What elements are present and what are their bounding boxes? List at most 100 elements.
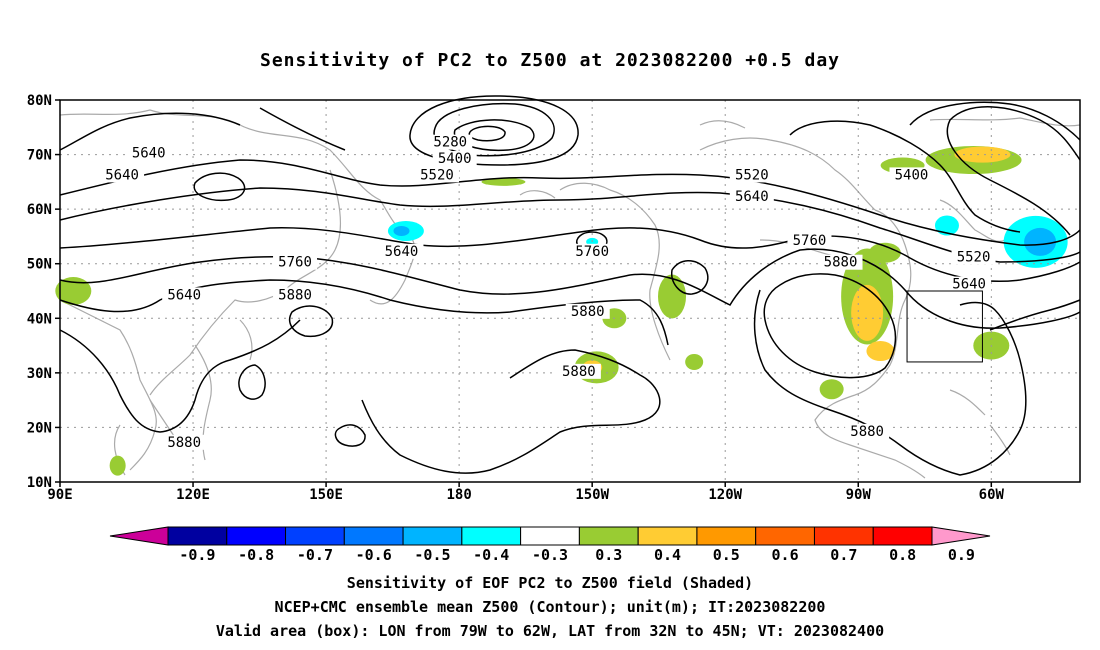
contour-label: 5880	[824, 255, 858, 271]
contour-labels: 5280540055205640564056405640576058805760…	[100, 134, 996, 451]
sensitivity-patch	[866, 341, 895, 362]
lon-tick-label: 150E	[309, 487, 343, 503]
contour-label: 5520	[420, 167, 454, 183]
lon-tick-label: 60W	[979, 487, 1005, 503]
colorbar-segment	[813, 526, 874, 546]
sensitivity-patch	[851, 284, 884, 341]
contour-label: 5760	[278, 255, 312, 271]
colorbar-tick-label: 0.7	[830, 546, 857, 564]
sensitivity-patch	[934, 215, 959, 236]
colorbar-segment	[520, 526, 580, 546]
contour-label: 5640	[385, 244, 419, 260]
contour-label: 5400	[438, 151, 472, 167]
contour-label-bg	[100, 167, 145, 183]
lat-tick-label: 50N	[27, 257, 52, 273]
contour-label: 5640	[952, 277, 986, 293]
colorbar-tick-label: -0.8	[238, 546, 274, 564]
colorbar-segment	[226, 526, 287, 546]
lon-tick-label: 90E	[47, 487, 72, 503]
contour-label-bg	[570, 243, 615, 259]
contour-label-bg	[379, 243, 424, 259]
colorbar-segment	[872, 526, 933, 546]
contour-label-bg	[889, 167, 934, 183]
lat-tick-label: 60N	[27, 202, 52, 218]
contour-label-bg	[951, 249, 996, 265]
contour-label: 5880	[850, 424, 884, 440]
sensitivity-patch	[658, 274, 686, 319]
sensitivity-patch	[685, 353, 704, 370]
map-frame	[59, 99, 1081, 483]
colorbar-segment	[343, 526, 404, 546]
contour-label-bg	[787, 232, 832, 248]
caption-line-3: Valid area (box): LON from 79W to 62W, L…	[215, 622, 885, 640]
lon-tick-label: 90W	[846, 487, 872, 503]
sensitivity-patch	[954, 146, 1011, 163]
colorbar-tick-label: 0.8	[889, 546, 916, 564]
contour-label: 5640	[167, 287, 201, 303]
contour-label-bg	[432, 151, 477, 167]
sensitivity-patch	[393, 225, 410, 236]
contour-label: 5640	[132, 146, 166, 162]
contour-label-bg	[162, 434, 207, 450]
colorbar-tick-label: -0.6	[356, 546, 392, 564]
colorbar-high-extension	[931, 526, 991, 546]
colorbar-segment	[167, 526, 228, 546]
valid-area-box	[906, 290, 983, 363]
lon-tick-label: 120W	[708, 487, 742, 503]
colorbar-tick-label: -0.9	[179, 546, 215, 564]
contour-label-bg	[947, 276, 992, 292]
colorbar-segment	[578, 526, 639, 546]
caption-line-2: NCEP+CMC ensemble mean Z500 (Contour); u…	[274, 598, 826, 616]
lon-tick-label: 120E	[176, 487, 210, 503]
lon-tick-label: 180	[446, 487, 471, 503]
contour-label-bg	[556, 363, 601, 379]
caption-line-1: Sensitivity of EOF PC2 to Z500 field (Sh…	[346, 574, 754, 592]
contour-label: 5520	[957, 249, 991, 265]
map-title: Sensitivity of PC2 to Z500 at 2023082200…	[259, 50, 840, 71]
contour-label: 5880	[571, 304, 605, 320]
colorbar-low-extension	[109, 526, 169, 546]
lat-tick-label: 10N	[27, 475, 52, 491]
contour-label: 5400	[895, 167, 929, 183]
contour-label: 5880	[278, 287, 312, 303]
sensitivity-patch	[55, 277, 92, 305]
contour-label-bg	[845, 423, 890, 439]
contour-label-bg	[428, 134, 473, 150]
colorbar-segment	[285, 526, 345, 546]
contour-label: 5640	[735, 189, 769, 205]
colorbar-tick-label: 0.5	[713, 546, 740, 564]
colorbar-segment	[637, 526, 698, 546]
sensitivity-patch	[819, 379, 844, 400]
colorbar-segment	[755, 526, 815, 546]
lat-tick-label: 30N	[27, 366, 52, 382]
colorbar-tick-label: -0.3	[532, 546, 568, 564]
colorbar-segment	[402, 526, 463, 546]
colorbar-segment	[696, 526, 757, 546]
lon-tick-label: 150W	[575, 487, 609, 503]
contour-label: 5760	[575, 244, 609, 260]
colorbar-segment	[461, 526, 522, 546]
z500-contours	[59, 95, 1081, 476]
contour-label-bg	[273, 287, 318, 303]
contour-label-bg	[565, 303, 610, 319]
lat-tick-label: 20N	[27, 420, 52, 436]
sensitivity-patch	[868, 242, 901, 263]
lat-tick-label: 80N	[27, 93, 52, 109]
colorbar-tick-label: 0.6	[772, 546, 799, 564]
sensitivity-patch	[481, 177, 526, 186]
contour-label: 5640	[105, 167, 139, 183]
contour-label-bg	[729, 189, 774, 205]
coastlines	[59, 109, 1081, 479]
contour-label: 5880	[167, 435, 201, 451]
lat-tick-label: 40N	[27, 311, 52, 327]
colorbar-tick-label: 0.4	[654, 546, 681, 564]
contour-label: 5280	[433, 135, 467, 151]
contour-label-bg	[818, 254, 863, 270]
sensitivity-patch	[109, 455, 126, 476]
contour-label: 5880	[562, 364, 596, 380]
sensitivity-patch	[1024, 227, 1057, 256]
colorbar-tick-label: -0.4	[473, 546, 509, 564]
contour-label-bg	[273, 254, 318, 270]
